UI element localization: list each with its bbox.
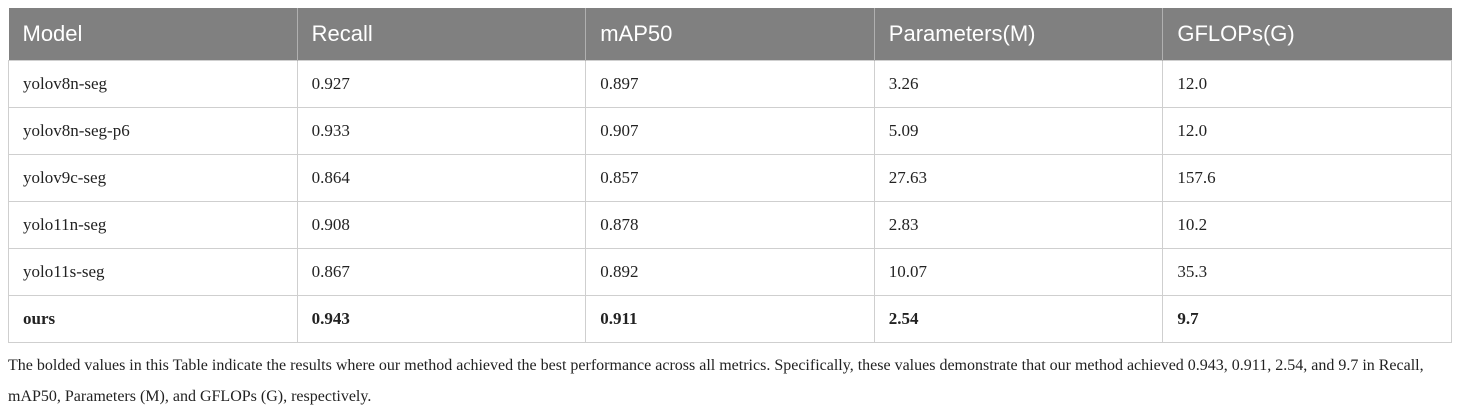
table-cell: 12.0 — [1162, 60, 1452, 108]
table-cell: 35.3 — [1162, 248, 1452, 296]
table-header: Model Recall mAP50 Parameters(M) GFLOPs(G) — [8, 8, 1452, 61]
table-cell: 9.7 — [1162, 295, 1452, 343]
table-cell: 0.897 — [585, 60, 875, 108]
table-body: yolov8n-seg 0.927 0.897 3.26 12.0 yolov8n-seg… — [8, 60, 1452, 343]
header-cell: GFLOPs(G) — [1162, 8, 1452, 61]
table-cell: yolov8n-seg — [8, 60, 298, 108]
table-cell: 2.54 — [873, 295, 1164, 343]
header-cell: Model — [8, 8, 298, 61]
table-cell: 10.07 — [873, 248, 1164, 296]
table-cell: 157.6 — [1162, 154, 1452, 202]
table-cell: yolov8n-seg-p6 — [8, 107, 298, 155]
table-cell: ours — [8, 295, 298, 343]
table-cell: 2.83 — [873, 201, 1164, 249]
table-cell: yolov9c-seg — [8, 154, 298, 202]
results-table: Model Recall mAP50 Parameters(M) GFLOPs(G) y… — [8, 8, 1452, 343]
header-cell: Recall — [296, 8, 586, 61]
table-cell: 27.63 — [873, 154, 1164, 202]
table-row: yolov8n-seg-p6 0.933 0.907 5.09 12.0 — [8, 107, 1452, 155]
table-cell: 0.943 — [296, 295, 587, 343]
table-cell: 0.908 — [296, 201, 587, 249]
header-row: Model Recall mAP50 Parameters(M) GFLOPs(G) — [8, 8, 1452, 61]
table-cell: 0.878 — [585, 201, 875, 249]
table-row: yolo11n-seg 0.908 0.878 2.83 10.2 — [8, 201, 1452, 249]
table-cell: 3.26 — [873, 60, 1164, 108]
footnote: The bolded values in this Table indicate… — [8, 357, 1424, 405]
table-row: ours 0.943 0.911 2.54 9.7 — [8, 295, 1452, 343]
header-cell: mAP50 — [585, 8, 875, 61]
table-cell: 5.09 — [873, 107, 1164, 155]
table-cell: 0.892 — [585, 248, 875, 296]
table-cell: 10.2 — [1162, 201, 1452, 249]
table-row: yolov9c-seg 0.864 0.857 27.63 157.6 — [8, 154, 1452, 202]
table-cell: 0.864 — [296, 154, 587, 202]
table-cell: 0.857 — [585, 154, 875, 202]
table-cell: 12.0 — [1162, 107, 1452, 155]
table-cell: 0.911 — [585, 295, 875, 343]
table-cell: 0.933 — [296, 107, 587, 155]
table-row: yolo11s-seg 0.867 0.892 10.07 35.3 — [8, 248, 1452, 296]
table-cell: yolo11n-seg — [8, 201, 298, 249]
header-cell: Parameters(M) — [873, 8, 1163, 61]
table-cell: 0.867 — [296, 248, 587, 296]
table-row: yolov8n-seg 0.927 0.897 3.26 12.0 — [8, 60, 1452, 108]
table-cell: 0.907 — [585, 107, 875, 155]
table-cell: 0.927 — [296, 60, 587, 108]
table-cell: yolo11s-seg — [8, 248, 298, 296]
